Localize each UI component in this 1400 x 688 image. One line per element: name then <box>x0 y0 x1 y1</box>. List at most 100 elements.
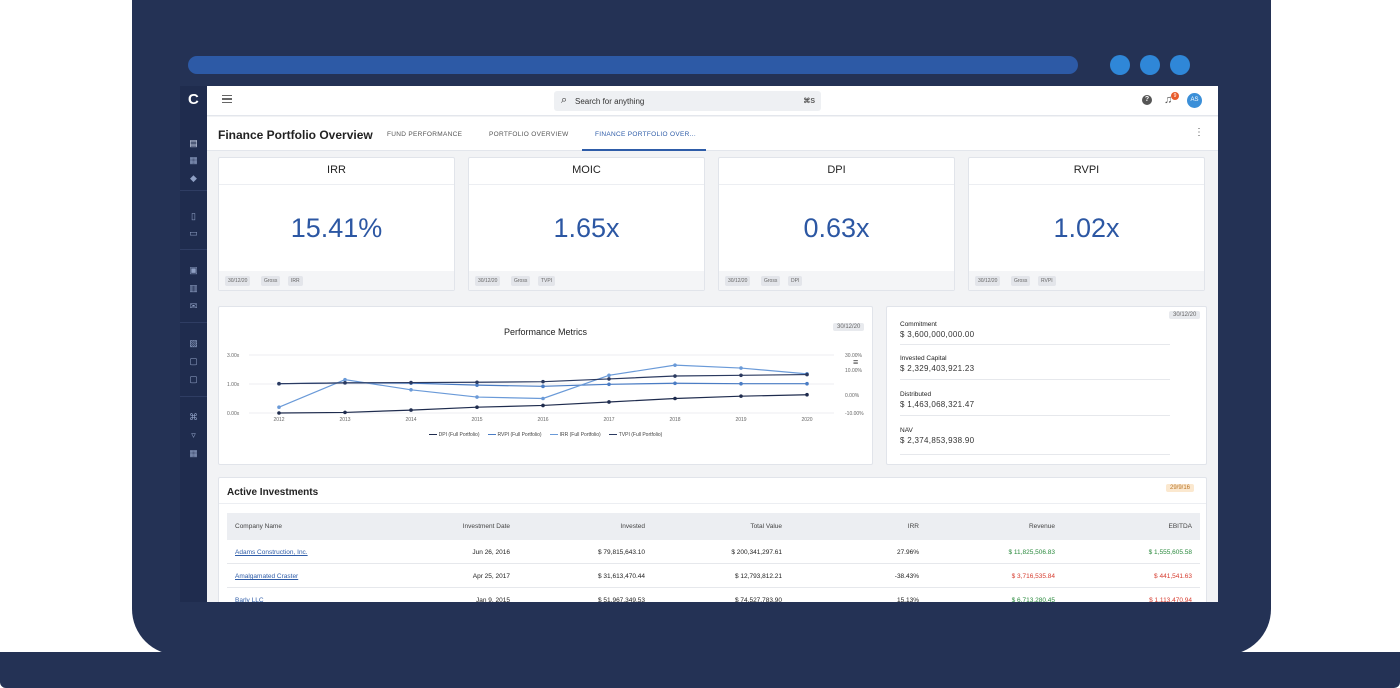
y-right-tick-label: 10.00% <box>845 368 863 374</box>
legend-item[interactable]: IRR (Full Portfolio) <box>549 432 601 438</box>
ebitda-value: $ 441,541.63 <box>1154 573 1192 580</box>
document-icon[interactable]: ▯ <box>191 211 196 221</box>
top-bar: ⌕ Search for anything ⌘S ? ♫ 9 AS <box>207 86 1218 116</box>
bell-icon[interactable]: ♫ <box>1164 94 1173 106</box>
chart-date-chip: 30/12/20 <box>833 323 865 331</box>
notification-badge: 9 <box>1171 92 1179 100</box>
app-logo[interactable]: C <box>188 91 199 108</box>
series-point <box>607 400 611 404</box>
series-point <box>541 384 545 389</box>
dashboard-icon[interactable]: ▤ <box>189 138 198 148</box>
summary-value: $ 2,374,853,938.90 <box>900 436 975 445</box>
company-name-link[interactable]: Adams Construction, Inc. <box>235 549 308 556</box>
date-chip: 30/12/20 <box>975 276 1001 286</box>
kpi-footer: 30/12/20 Gross IRR <box>219 271 454 290</box>
diamond-icon[interactable]: ◆ <box>190 173 197 183</box>
tab-portfolio-overview[interactable]: PORTFOLIO OVERVIEW <box>489 131 569 138</box>
kpi-footer: 30/12/20 Gross DPI <box>719 271 954 290</box>
kpi-title: DPI <box>827 164 846 176</box>
filter-icon[interactable]: ▿ <box>191 430 196 440</box>
sidebar-divider <box>180 249 207 250</box>
kpi-divider <box>719 184 954 185</box>
series-point <box>541 396 545 401</box>
column-header[interactable]: Total Value <box>750 523 782 530</box>
column-header[interactable]: IRR <box>907 523 919 530</box>
table-row[interactable]: Amalgamated Craster Apr 25, 2017 $ 31,613,… <box>227 565 1200 588</box>
metric-chip: IRR <box>288 276 303 286</box>
folder-chart-icon[interactable]: ▢ <box>189 374 198 384</box>
y-right-tick-label: 0.00% <box>845 393 860 399</box>
series-point <box>739 394 743 398</box>
tab-finance-portfolio-overview[interactable]: FINANCE PORTFOLIO OVER... <box>595 131 696 138</box>
calculator-icon[interactable]: ▦ <box>189 448 198 458</box>
table-row[interactable]: Barly LLC Jan 9, 2015 $ 51,967,349.53 $ 74,… <box>227 589 1200 602</box>
summary-label: Commitment <box>900 321 937 328</box>
legend-item[interactable]: DPI (Full Portfolio) <box>428 432 480 438</box>
search-shortcut: ⌘S <box>803 98 815 105</box>
series-point <box>541 379 545 384</box>
x-tick-label: 2015 <box>471 417 482 423</box>
archive-icon[interactable]: ▭ <box>189 228 198 238</box>
kpi-divider <box>469 184 704 185</box>
column-header[interactable]: Revenue <box>1028 523 1055 530</box>
column-header[interactable]: EBITDA <box>1168 523 1192 530</box>
tab-fund-performance[interactable]: FUND PERFORMANCE <box>387 131 463 138</box>
kpi-card-irr: IRR 15.41% 30/12/20 Gross IRR <box>218 157 455 291</box>
chart-menu-icon[interactable]: ≡ <box>853 357 859 367</box>
x-tick-label: 2020 <box>801 417 812 423</box>
y-left-tick-label: 1.00x <box>227 382 240 388</box>
distributed-item: Distributed $ 1,463,068,321.47 <box>900 391 1170 416</box>
ebitda-value: $ 1,113,470.94 <box>1149 597 1192 602</box>
metric-chip: DPI <box>788 276 803 286</box>
chart-doc-icon[interactable]: ▥ <box>189 283 198 293</box>
y-right-tick-label: 30.00% <box>845 353 863 359</box>
x-tick-label: 2019 <box>735 417 746 423</box>
legend-label: DPI (Full Portfolio) <box>438 432 480 438</box>
report-icon[interactable]: ▣ <box>189 265 198 275</box>
avatar[interactable]: AS <box>1187 93 1202 108</box>
folder-icon[interactable]: ▢ <box>189 356 198 366</box>
image-icon[interactable]: ▧ <box>189 338 198 348</box>
company-name-link[interactable]: Barly LLC <box>235 597 264 602</box>
series-point <box>409 388 413 392</box>
series-point <box>277 381 281 386</box>
series-point <box>607 382 611 387</box>
legend-swatch <box>549 433 558 436</box>
org-chart-icon[interactable]: ⌘ <box>189 412 198 422</box>
legend-item[interactable]: RVPI (Full Portfolio) <box>487 432 542 438</box>
hamburger-menu-icon[interactable] <box>222 95 232 103</box>
active-investments-panel: Active Investments 29/9/16 Company Name … <box>218 477 1207 602</box>
more-options-icon[interactable]: ⋮ <box>1194 127 1204 138</box>
investment-date: Jun 26, 2016 <box>472 549 510 556</box>
column-header[interactable]: Company Name <box>235 523 282 530</box>
window-dot-3 <box>1170 55 1190 75</box>
series-point <box>475 395 479 399</box>
date-chip: 30/12/20 <box>725 276 751 286</box>
kpi-card-moic: MOIC 1.65x 30/12/20 Gross TVPI <box>468 157 705 291</box>
series-point <box>409 380 413 385</box>
column-header[interactable]: Investment Date <box>462 523 510 530</box>
legend-swatch <box>428 433 437 436</box>
series-point <box>475 380 479 385</box>
help-icon[interactable]: ? <box>1142 95 1152 105</box>
column-header[interactable]: Invested <box>620 523 645 530</box>
legend-item[interactable]: TVPI (Full Portfolio) <box>608 432 662 438</box>
kpi-title: IRR <box>327 164 346 176</box>
date-chip: 30/12/20 <box>225 276 251 286</box>
date-chip: 30/12/20 <box>475 276 501 286</box>
series-point <box>277 411 281 415</box>
legend-swatch <box>608 433 617 436</box>
sidebar-divider <box>180 396 207 397</box>
revenue-value: $ 3,716,535.84 <box>1011 573 1055 580</box>
series-point <box>475 405 479 409</box>
kpi-value: 1.65x <box>553 213 620 243</box>
section-title: Active Investments <box>227 487 319 498</box>
mail-icon[interactable]: ✉ <box>189 301 198 311</box>
summary-value: $ 1,463,068,321.47 <box>900 400 975 409</box>
revenue-value: $ 6,713,280.45 <box>1011 597 1055 602</box>
calendar-icon[interactable]: ▦ <box>189 155 198 165</box>
table-row[interactable]: Adams Construction, Inc. Jun 26, 2016 $ 79… <box>227 541 1200 564</box>
company-name-link[interactable]: Amalgamated Craster <box>235 573 299 580</box>
search-input[interactable]: ⌕ Search for anything ⌘S <box>554 91 821 111</box>
capital-summary-panel: 30/12/20 Commitment $ 3,600,000,000.00 I… <box>886 306 1207 465</box>
